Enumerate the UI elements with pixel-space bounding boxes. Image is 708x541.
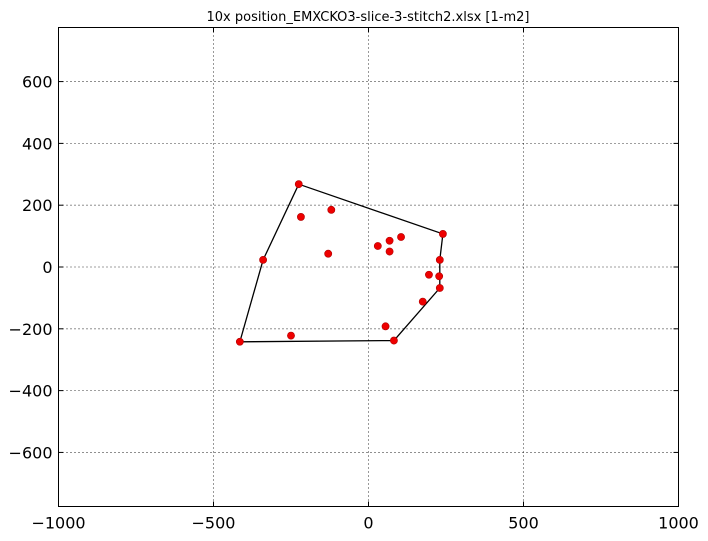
hull-line bbox=[238, 183, 444, 343]
x-tick-label: −1000 bbox=[31, 514, 85, 533]
y-tick-labels: −600 −400 −200 0 200 400 600 bbox=[9, 73, 53, 463]
x-tick-label: 0 bbox=[363, 514, 373, 533]
data-point bbox=[235, 337, 244, 346]
y-tick-label: −200 bbox=[9, 320, 53, 339]
x-tick-label: −500 bbox=[192, 514, 236, 533]
data-point bbox=[287, 331, 295, 340]
x-tick-labels: −1000 −500 0 500 1000 bbox=[31, 514, 698, 533]
y-tick-label: −400 bbox=[9, 382, 53, 401]
axis-ticks bbox=[58, 27, 679, 507]
data-point bbox=[327, 205, 336, 214]
y-tick-label: 400 bbox=[22, 134, 53, 153]
data-point bbox=[397, 233, 405, 241]
hull-outline bbox=[238, 183, 444, 343]
data-point bbox=[294, 180, 303, 189]
y-tick-label: 0 bbox=[42, 258, 52, 277]
data-point bbox=[373, 242, 382, 250]
data-point bbox=[425, 270, 433, 279]
data-point bbox=[259, 255, 267, 264]
data-point bbox=[381, 322, 390, 331]
data-point bbox=[435, 284, 444, 292]
grid-lines bbox=[58, 27, 679, 507]
data-point bbox=[385, 247, 394, 256]
data-point bbox=[297, 213, 305, 221]
data-point bbox=[435, 272, 444, 281]
data-point bbox=[390, 336, 398, 345]
y-tick-label: −600 bbox=[9, 443, 53, 462]
y-tick-label: 200 bbox=[22, 196, 53, 215]
chart-title: 10x position_EMXCKO3-slice-3-stitch2.xls… bbox=[207, 10, 530, 25]
data-point bbox=[418, 297, 427, 306]
data-point bbox=[435, 255, 444, 264]
data-point bbox=[385, 236, 394, 245]
x-tick-label: 1000 bbox=[658, 514, 699, 533]
data-point bbox=[324, 249, 333, 258]
data-point bbox=[438, 230, 447, 238]
y-tick-label: 600 bbox=[22, 73, 53, 92]
x-tick-label: 500 bbox=[508, 514, 539, 533]
data-points bbox=[235, 180, 447, 346]
